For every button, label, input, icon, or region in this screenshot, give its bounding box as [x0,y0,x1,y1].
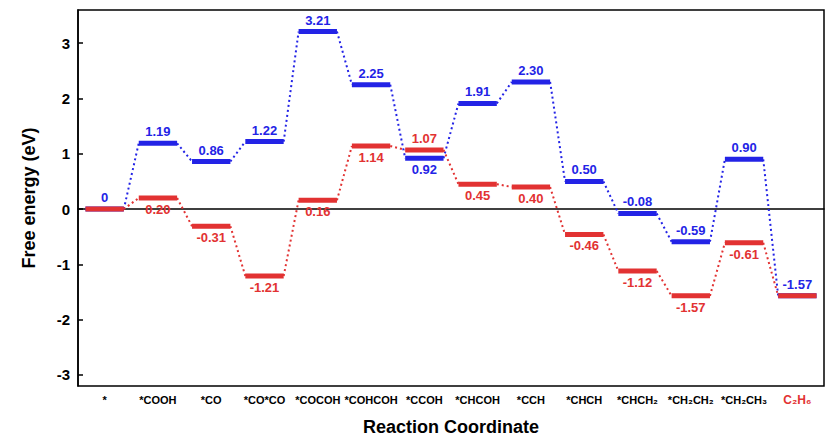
svg-text:*COHCOH: *COHCOH [344,394,397,406]
svg-text:3: 3 [62,35,70,52]
svg-text:*CH₂CH₃: *CH₂CH₃ [721,394,767,406]
svg-text:-1.57: -1.57 [676,300,706,315]
svg-text:2.25: 2.25 [358,66,383,81]
svg-text:1.22: 1.22 [252,123,277,138]
svg-text:1.91: 1.91 [465,84,490,99]
svg-text:C₂H₆: C₂H₆ [783,393,811,407]
svg-text:*COCOH: *COCOH [295,394,340,406]
svg-text:*CO: *CO [201,394,222,406]
svg-text:-0.61: -0.61 [729,247,759,262]
svg-text:Free energy (eV): Free energy (eV) [19,127,39,268]
svg-text:-1.57: -1.57 [783,277,813,292]
svg-text:-1: -1 [57,256,70,273]
svg-text:3.21: 3.21 [305,13,330,28]
svg-text:0.50: 0.50 [572,162,597,177]
svg-text:*: * [103,394,108,406]
svg-text:*CCOH: *CCOH [406,394,443,406]
svg-text:*CH₂CH₂: *CH₂CH₂ [668,394,714,406]
svg-text:*CHCOH: *CHCOH [455,394,500,406]
svg-text:-1.12: -1.12 [623,275,653,290]
svg-text:0.40: 0.40 [518,191,543,206]
svg-text:1.14: 1.14 [358,150,384,165]
svg-text:*CHCH: *CHCH [566,394,602,406]
svg-text:-0.08: -0.08 [623,194,653,209]
svg-text:0.16: 0.16 [305,204,330,219]
svg-text:2.30: 2.30 [518,63,543,78]
svg-text:0.86: 0.86 [199,143,224,158]
svg-text:-1.21: -1.21 [250,280,280,295]
svg-text:*CHCH₂: *CHCH₂ [617,394,658,406]
svg-text:*CCH: *CCH [517,394,545,406]
svg-text:-0.31: -0.31 [196,230,226,245]
svg-text:0.90: 0.90 [731,140,756,155]
svg-text:0.20: 0.20 [145,202,170,217]
svg-text:-2: -2 [57,311,70,328]
svg-text:-3: -3 [57,366,70,383]
svg-text:Reaction Coordinate: Reaction Coordinate [363,417,539,437]
svg-text:*COOH: *COOH [139,394,176,406]
svg-text:-0.46: -0.46 [569,238,599,253]
svg-text:0.45: 0.45 [465,188,490,203]
svg-text:-0.59: -0.59 [676,223,706,238]
svg-text:1: 1 [62,145,70,162]
svg-text:0: 0 [62,201,70,218]
svg-text:1.07: 1.07 [412,131,437,146]
svg-text:*CO*CO: *CO*CO [244,394,286,406]
svg-text:0: 0 [101,190,108,205]
svg-text:0.92: 0.92 [412,162,437,177]
svg-text:2: 2 [62,90,70,107]
svg-text:1.19: 1.19 [145,124,170,139]
